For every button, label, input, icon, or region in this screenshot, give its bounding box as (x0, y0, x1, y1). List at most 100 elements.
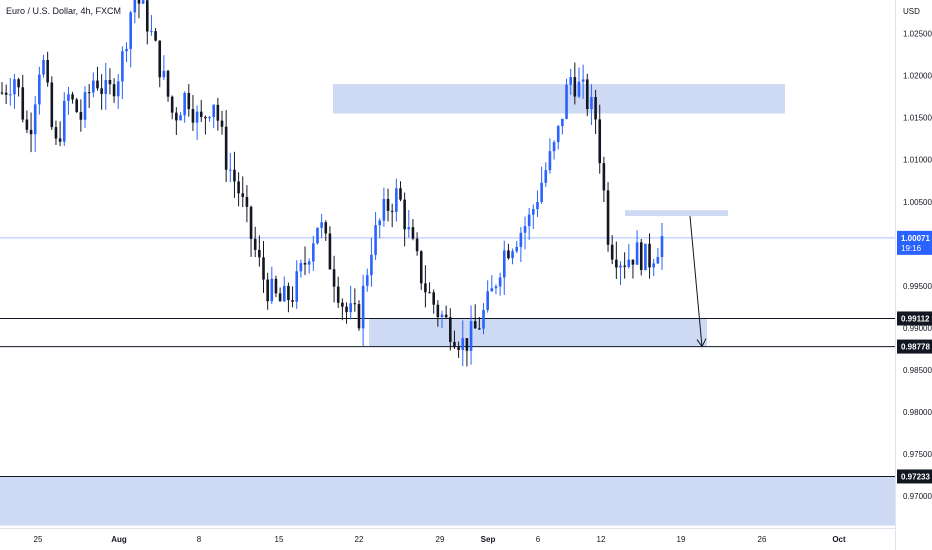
candle (473, 304, 477, 329)
candle (212, 104, 215, 129)
candle-body (295, 271, 299, 302)
candle-body (598, 119, 602, 164)
candle (208, 115, 211, 122)
candle-body (299, 262, 303, 272)
time-tick: 25 (34, 535, 43, 544)
candle-body (133, 0, 137, 13)
candle-body (449, 317, 452, 342)
candle (428, 282, 431, 294)
candle (278, 287, 282, 302)
candle (316, 227, 319, 245)
candle (216, 97, 220, 131)
chart-title: Euro / U.S. Dollar, 4h, FXCM (6, 6, 122, 16)
candle-body (527, 214, 531, 227)
candle (374, 212, 377, 260)
candle-body (54, 127, 58, 139)
candle-body (274, 278, 278, 294)
time-tick: 8 (197, 535, 202, 544)
candle (639, 238, 643, 276)
candle (515, 240, 519, 254)
price-tick: 1.02500 (903, 30, 932, 39)
candle-body (349, 303, 352, 313)
candle-body (552, 142, 556, 152)
countdown-label: 19:16 (901, 244, 922, 253)
candle (100, 74, 103, 110)
price-tick: 1.01500 (903, 114, 932, 123)
candle-body (648, 243, 651, 268)
candle-body (287, 285, 290, 301)
candle-body (469, 321, 473, 351)
candle-body (21, 87, 25, 120)
candle (561, 118, 564, 135)
candle (58, 121, 62, 147)
candle (166, 69, 170, 102)
candle-body (511, 251, 514, 259)
candle (33, 96, 37, 152)
candle-body (83, 92, 87, 120)
candle-body (79, 112, 83, 120)
candle-body (494, 286, 498, 289)
candle-body (444, 314, 448, 318)
candle-body (25, 119, 29, 130)
candle (75, 97, 79, 113)
candle-body (457, 347, 460, 350)
candle-body (158, 40, 162, 78)
candle-body (262, 257, 265, 280)
candle-body (345, 306, 348, 313)
candle (154, 28, 157, 42)
candle-body (374, 225, 377, 255)
candle (544, 162, 548, 187)
candle (137, 0, 141, 19)
candle (0, 82, 4, 95)
candle-body (498, 277, 502, 287)
candle-body (639, 242, 643, 271)
candle-body (386, 198, 390, 211)
candle-body (428, 292, 431, 294)
candle (432, 289, 435, 314)
candle (29, 112, 33, 153)
candle (96, 66, 99, 91)
candle (141, 0, 145, 5)
candle-body (353, 303, 357, 305)
candle-body (424, 283, 427, 293)
candle-body (270, 278, 274, 302)
candle-body (121, 51, 124, 82)
candle-body (183, 92, 186, 116)
candle-body (490, 288, 494, 292)
candle (258, 235, 261, 267)
candle-body (652, 263, 655, 268)
candle-body (258, 249, 261, 258)
candle-body (378, 220, 382, 226)
candle-body (224, 126, 228, 170)
candle (241, 176, 245, 208)
candle-body (145, 0, 149, 32)
candle (449, 308, 452, 351)
price-tick: 1.01000 (903, 156, 932, 165)
candle-body (627, 259, 631, 267)
candle (87, 84, 91, 108)
candle (341, 298, 344, 321)
candle (199, 99, 203, 122)
candle (627, 244, 631, 269)
candle-body (461, 338, 465, 350)
candle (71, 91, 74, 104)
candle (395, 178, 398, 222)
candle-body (175, 112, 178, 121)
zone-1 (625, 210, 728, 217)
candle-body (162, 70, 166, 78)
candle-body (532, 209, 535, 215)
price-tick: 0.98500 (903, 366, 932, 375)
candle (336, 276, 340, 308)
candle (133, 0, 137, 24)
candle (569, 68, 572, 95)
candle-body (129, 12, 132, 49)
candle (253, 226, 257, 258)
candle (108, 68, 112, 95)
time-tick: 29 (436, 535, 445, 544)
candle-body (544, 170, 548, 183)
candle-body (92, 80, 95, 93)
zone-2 (369, 318, 707, 347)
candle-body (569, 77, 572, 85)
